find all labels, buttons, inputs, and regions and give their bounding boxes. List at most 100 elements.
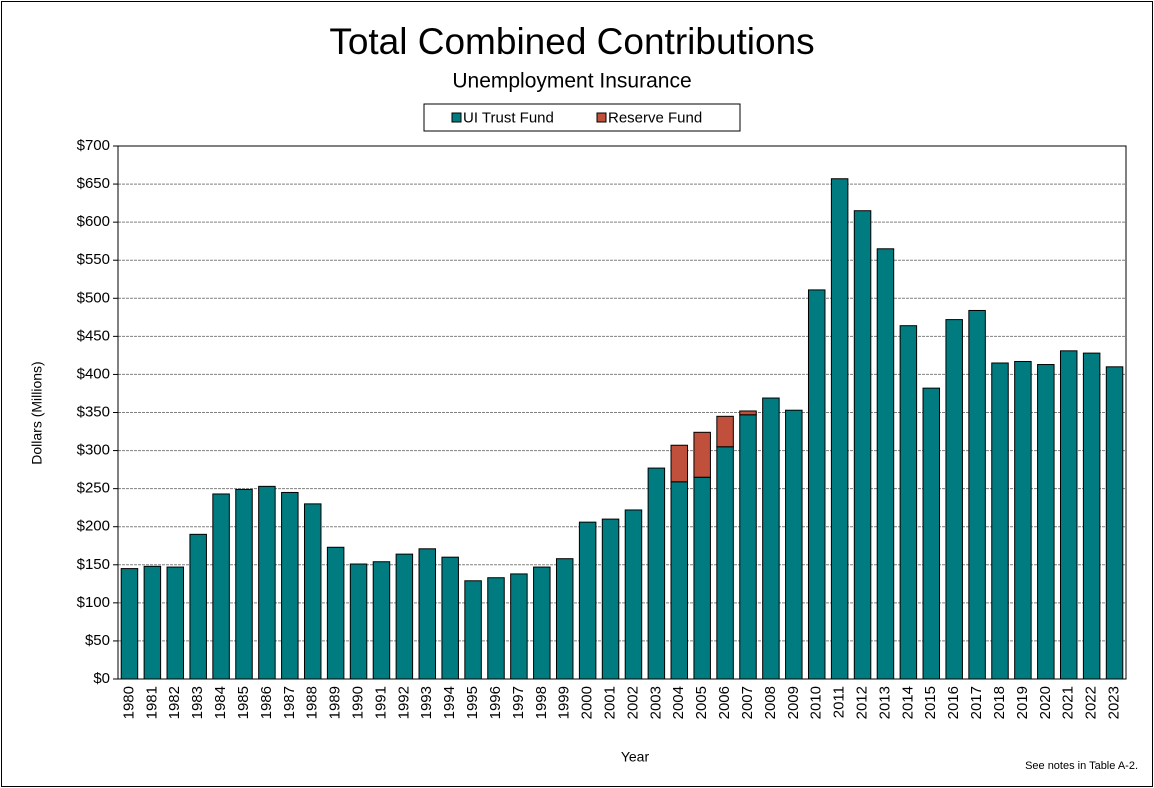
y-axis-label: Dollars (Millions) (29, 361, 45, 464)
bar-segment (968, 309, 986, 680)
x-tick-label: 1994 (441, 686, 458, 719)
x-tick-label: 2001 (602, 686, 619, 719)
bar-segment (441, 556, 459, 680)
bar-segment (716, 415, 734, 448)
x-tick-label: 2014 (899, 686, 916, 719)
bar-segment (235, 488, 253, 680)
bar-segment (418, 548, 437, 680)
x-tick-label: 2011 (831, 686, 848, 718)
bar-segment (487, 577, 505, 680)
x-tick-label: 2018 (991, 686, 1008, 719)
x-tick-label: 1986 (258, 686, 275, 719)
y-tick-label: $400 (77, 365, 110, 382)
x-tick-label: 1980 (120, 686, 137, 719)
x-tick-label: 2020 (1037, 686, 1054, 719)
y-tick-label: $0 (93, 670, 110, 687)
x-tick-label: 2007 (739, 686, 756, 719)
x-tick-label: 2006 (716, 686, 733, 719)
x-tick-label: 2005 (693, 686, 710, 719)
x-tick-label: 1982 (166, 686, 183, 719)
x-tick-label: 2000 (579, 686, 596, 719)
x-tick-label: 1998 (533, 686, 550, 719)
bar-segment (647, 467, 666, 680)
x-tick-label: 1991 (372, 686, 389, 719)
x-tick-label: 1992 (395, 686, 412, 719)
bar-segment (693, 431, 711, 478)
legend-box (423, 103, 741, 132)
x-tick-label: 1993 (418, 686, 435, 719)
x-tick-label: 2003 (647, 686, 664, 719)
x-tick-label: 1981 (143, 686, 160, 719)
legend-swatch (596, 112, 607, 123)
y-tick-label: $250 (77, 480, 110, 497)
y-tick-label: $200 (77, 518, 110, 535)
x-tick-label: 2010 (808, 686, 825, 719)
x-tick-label: 1985 (235, 686, 252, 719)
bar-segment (785, 409, 803, 680)
bar-segment (624, 509, 643, 680)
y-tick-label: $500 (77, 289, 110, 306)
bar-segment (945, 319, 963, 680)
bar-segment (533, 566, 551, 680)
bar-segment (349, 563, 368, 680)
x-tick-label: 1999 (556, 686, 573, 719)
bar-segment (143, 565, 162, 680)
bar-segment (120, 568, 139, 680)
x-tick-label: 2013 (876, 686, 893, 719)
x-tick-label: 2008 (762, 686, 779, 719)
bar-segment (830, 178, 849, 680)
bar-segment (258, 485, 276, 680)
x-tick-label: 1987 (281, 686, 298, 719)
x-tick-label: 1984 (212, 686, 229, 719)
chart-subtitle: Unemployment Insurance (452, 70, 691, 93)
x-tick-label: 2004 (670, 686, 687, 719)
bar-segment (1082, 352, 1101, 680)
bar-segment (464, 580, 482, 680)
bar-segment (762, 397, 780, 680)
bar-segment (739, 410, 757, 416)
y-tick-label: $100 (77, 594, 110, 611)
bar-segment (991, 362, 1009, 680)
chart-title: Total Combined Contributions (329, 21, 814, 62)
bar-segment (807, 289, 826, 680)
x-tick-label: 1997 (510, 686, 527, 719)
bar-segment (601, 518, 620, 680)
x-tick-label: 1990 (350, 686, 367, 719)
legend-label: Reserve Fund (608, 109, 702, 126)
bar-segment (578, 521, 597, 680)
legend-swatch (451, 112, 462, 123)
y-tick-label: $300 (77, 442, 110, 459)
x-tick-label: 2021 (1060, 686, 1077, 719)
bar-segment (739, 414, 757, 680)
bar-segment (693, 476, 711, 680)
x-tick-label: 1996 (487, 686, 504, 719)
bar-segment (1059, 350, 1078, 680)
x-tick-label: 2022 (1083, 686, 1100, 719)
bar-segment (510, 573, 528, 680)
bar-segment (166, 566, 185, 680)
bar-segment (1037, 364, 1055, 680)
bar-segment (876, 248, 895, 680)
bar-segment (1105, 366, 1124, 680)
bar-segment (303, 503, 322, 680)
bar-segment (1014, 360, 1032, 680)
y-tick-label: $550 (77, 251, 110, 268)
bar-segment (716, 446, 734, 680)
bar-segment (326, 546, 345, 680)
y-tick-label: $150 (77, 556, 110, 573)
bar-segment (189, 533, 207, 680)
bar-segment (670, 444, 689, 483)
plot-frame (117, 145, 1127, 680)
x-tick-label: 2023 (1106, 686, 1123, 719)
y-tick-label: $350 (77, 403, 110, 420)
footnote: See notes in Table A-2. (1025, 760, 1138, 772)
x-tick-label: 1989 (327, 686, 344, 719)
x-tick-label: 1995 (464, 686, 481, 719)
legend-label: UI Trust Fund (463, 109, 554, 126)
bar-segment (922, 387, 941, 680)
x-tick-label: 2016 (945, 686, 962, 719)
bar-segment (395, 553, 414, 680)
x-tick-label: 2019 (1014, 686, 1031, 719)
bar-segment (555, 558, 574, 680)
